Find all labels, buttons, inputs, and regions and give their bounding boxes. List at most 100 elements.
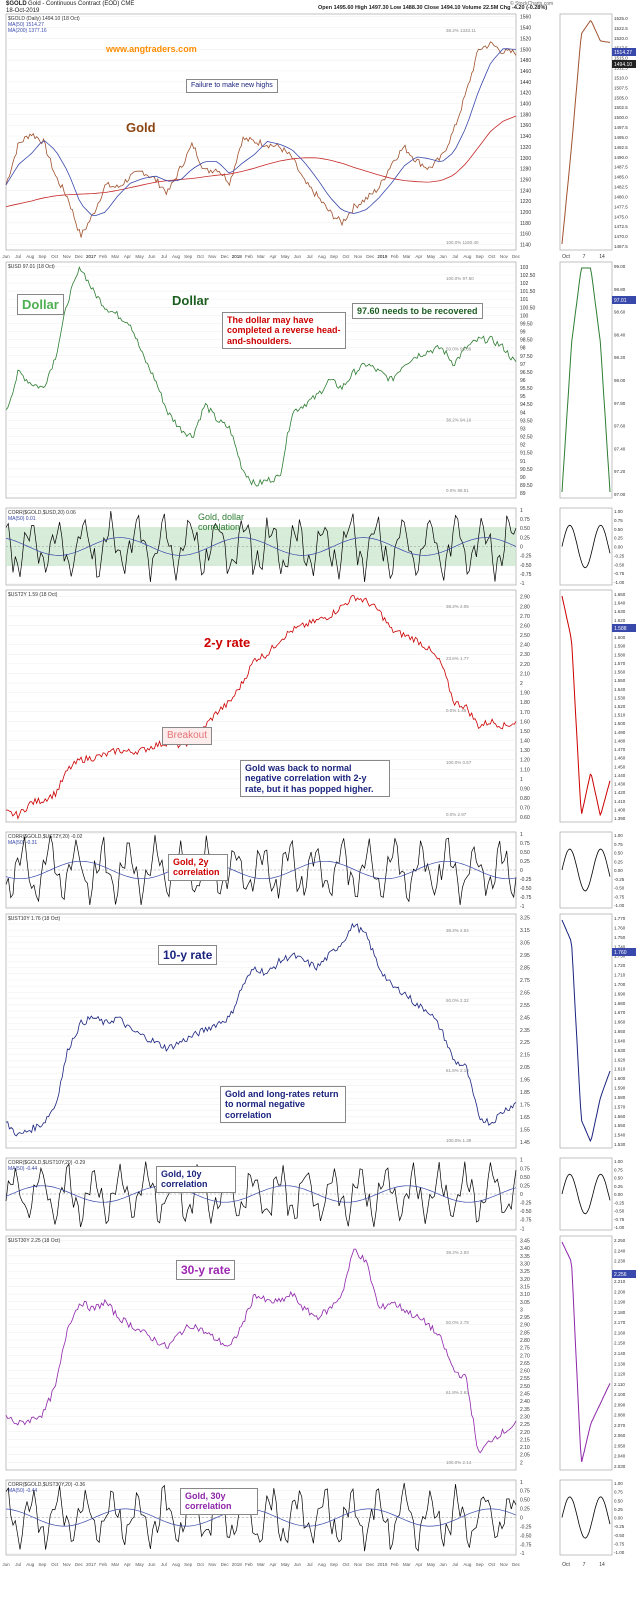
x-tick-label: Dec (366, 254, 375, 259)
y-tick-label: 2.50 (520, 633, 530, 639)
x-tick-label: Aug (172, 1562, 181, 1567)
side-y-tick-label: 1.590 (614, 644, 626, 649)
side-y-tick-label: -0.25 (614, 877, 625, 882)
y-tick-label: 2.05 (520, 1453, 530, 1459)
side-y-tick-label: -1.00 (614, 1225, 625, 1230)
legend-entry: $UST2Y 1.59 (18 Oct) (8, 592, 58, 598)
side-y-tick-label: 1.640 (614, 1038, 626, 1043)
correlation-ma-line (5, 860, 517, 880)
y-tick-label: 2.85 (520, 1330, 530, 1336)
y-tick-label: 2.80 (520, 1338, 530, 1344)
y-tick-label: 3 (520, 1307, 523, 1313)
legend-entry: CORR($GOLD,$UST10Y,20) -0.29 (8, 1160, 85, 1166)
x-tick-label: Jul (161, 1562, 167, 1567)
side-y-tick-label: 0.75 (614, 1490, 623, 1495)
side-y-tick-label: 98.20 (614, 355, 626, 360)
y-tick-label: 1 (520, 1480, 523, 1486)
x-tick-label: May (135, 1562, 144, 1567)
side-y-tick-label: 1495.0 (614, 135, 628, 140)
y-tick-label: 98.50 (520, 338, 533, 344)
y-tick-label: 1320 (520, 145, 531, 151)
side-y-tick-label: -0.25 (614, 553, 625, 558)
y-tick-label: 3.35 (520, 1254, 530, 1260)
annotation-gold-30y-corr: Gold, 30y correlation (180, 1488, 258, 1515)
fib-level-label: 38.2% 94.16 (446, 417, 472, 422)
y-tick-label: 1380 (520, 112, 531, 118)
annotation-97-60: 97.60 needs to be recovered (352, 303, 483, 320)
y-tick-label: 0.90 (520, 786, 530, 792)
y-tick-label: 1460 (520, 69, 531, 75)
side-y-tick-label: 1.700 (614, 982, 626, 987)
side-y-tick-label: 1.760 (614, 925, 626, 930)
x-tick-label: Aug (463, 254, 472, 259)
x-tick-label: Jun (294, 254, 302, 259)
side-y-tick-label: 1.480 (614, 738, 626, 743)
last-value-tag (612, 48, 636, 56)
y-tick-label: 3.15 (520, 928, 530, 934)
side-y-tick-label: 1.510 (614, 713, 626, 718)
side-y-tick-label: 1500.0 (614, 115, 628, 120)
side-y-tick-label: 0.00 (614, 545, 623, 550)
side-x-tick-label: 14 (599, 254, 605, 260)
rate2y-panel-title: 2-y rate (204, 635, 251, 650)
last-value-label: 2.256 (614, 1272, 627, 1278)
x-tick-label: Dec (512, 1562, 521, 1567)
y-tick-label: 2.40 (520, 1399, 530, 1405)
y-tick-label: 2.15 (520, 1053, 530, 1059)
side-x-tick-label: Oct (562, 1562, 570, 1568)
side-panel-frame (559, 831, 613, 909)
y-tick-label: 1200 (520, 210, 531, 216)
y-tick-label: 0.50 (520, 1498, 530, 1504)
y-tick-label: 101.50 (520, 289, 536, 295)
annotation-long-rates: Gold and long-rates return to normal neg… (220, 1086, 346, 1124)
x-tick-label: Dec (366, 1562, 375, 1567)
y-tick-label: 1 (520, 1158, 523, 1164)
y-tick-label: 0.70 (520, 806, 530, 812)
x-tick-label: May (281, 254, 290, 259)
side-y-tick-label: 2.250 (614, 1238, 626, 1243)
side-y-tick-label: -0.50 (614, 886, 625, 891)
y-tick-label: 2.75 (520, 978, 530, 984)
y-tick-label: -0.50 (520, 886, 532, 892)
ma50-line (5, 48, 517, 216)
last-value-tag (612, 624, 636, 632)
side-panel-frame (559, 589, 613, 823)
y-tick-label: 92 (520, 443, 526, 449)
side-y-tick-label: 1.550 (614, 678, 626, 683)
side-y-tick-label: 0.25 (614, 536, 623, 541)
legend-entry: MA(50) -0.31 (8, 840, 37, 846)
y-tick-label: 1340 (520, 134, 531, 140)
fib-level-label: 38.2% 2.54 (446, 928, 469, 933)
y-tick-label: -0.75 (520, 572, 532, 578)
side-y-tick-label: 1.740 (614, 944, 626, 949)
x-tick-label: Aug (26, 254, 35, 259)
panel-frame (5, 1235, 517, 1471)
y-tick-label: 1 (520, 832, 523, 838)
y-tick-label: 3.25 (520, 916, 530, 922)
y-tick-label: 2.95 (520, 1315, 530, 1321)
side-y-tick-label: 2.230 (614, 1259, 626, 1264)
side-y-tick-label: 1.650 (614, 1029, 626, 1034)
side-y-tick-label: 1505.0 (614, 95, 628, 100)
x-tick-label: Dec (75, 254, 84, 259)
y-tick-label: 1.30 (520, 748, 530, 754)
y-tick-label: 1400 (520, 102, 531, 108)
y-tick-label: 91 (520, 459, 526, 465)
x-tick-label: Jun (440, 254, 448, 259)
correlation-ma-line (5, 537, 517, 556)
legend-entry: MA(200) 1377.16 (8, 28, 47, 34)
side-y-tick-label: 1482.5 (614, 185, 628, 190)
y-tick-label: 3.30 (520, 1262, 530, 1268)
side-y-tick-label: -0.50 (614, 1209, 625, 1214)
fib-level-label: 100.0% 0.67 (446, 760, 472, 765)
y-tick-label: 1.90 (520, 691, 530, 697)
side-y-tick-label: 1492.5 (614, 145, 628, 150)
y-tick-label: 2.20 (520, 1430, 530, 1436)
y-tick-label: 1160 (520, 232, 531, 238)
side-y-tick-label: 1.570 (614, 1104, 626, 1109)
y-tick-label: 2.30 (520, 1414, 530, 1420)
x-tick-label: Jun (2, 254, 10, 259)
side-y-tick-label: 1487.5 (614, 165, 628, 170)
y-tick-label: 1.10 (520, 767, 530, 773)
x-tick-label: Feb (99, 254, 107, 259)
